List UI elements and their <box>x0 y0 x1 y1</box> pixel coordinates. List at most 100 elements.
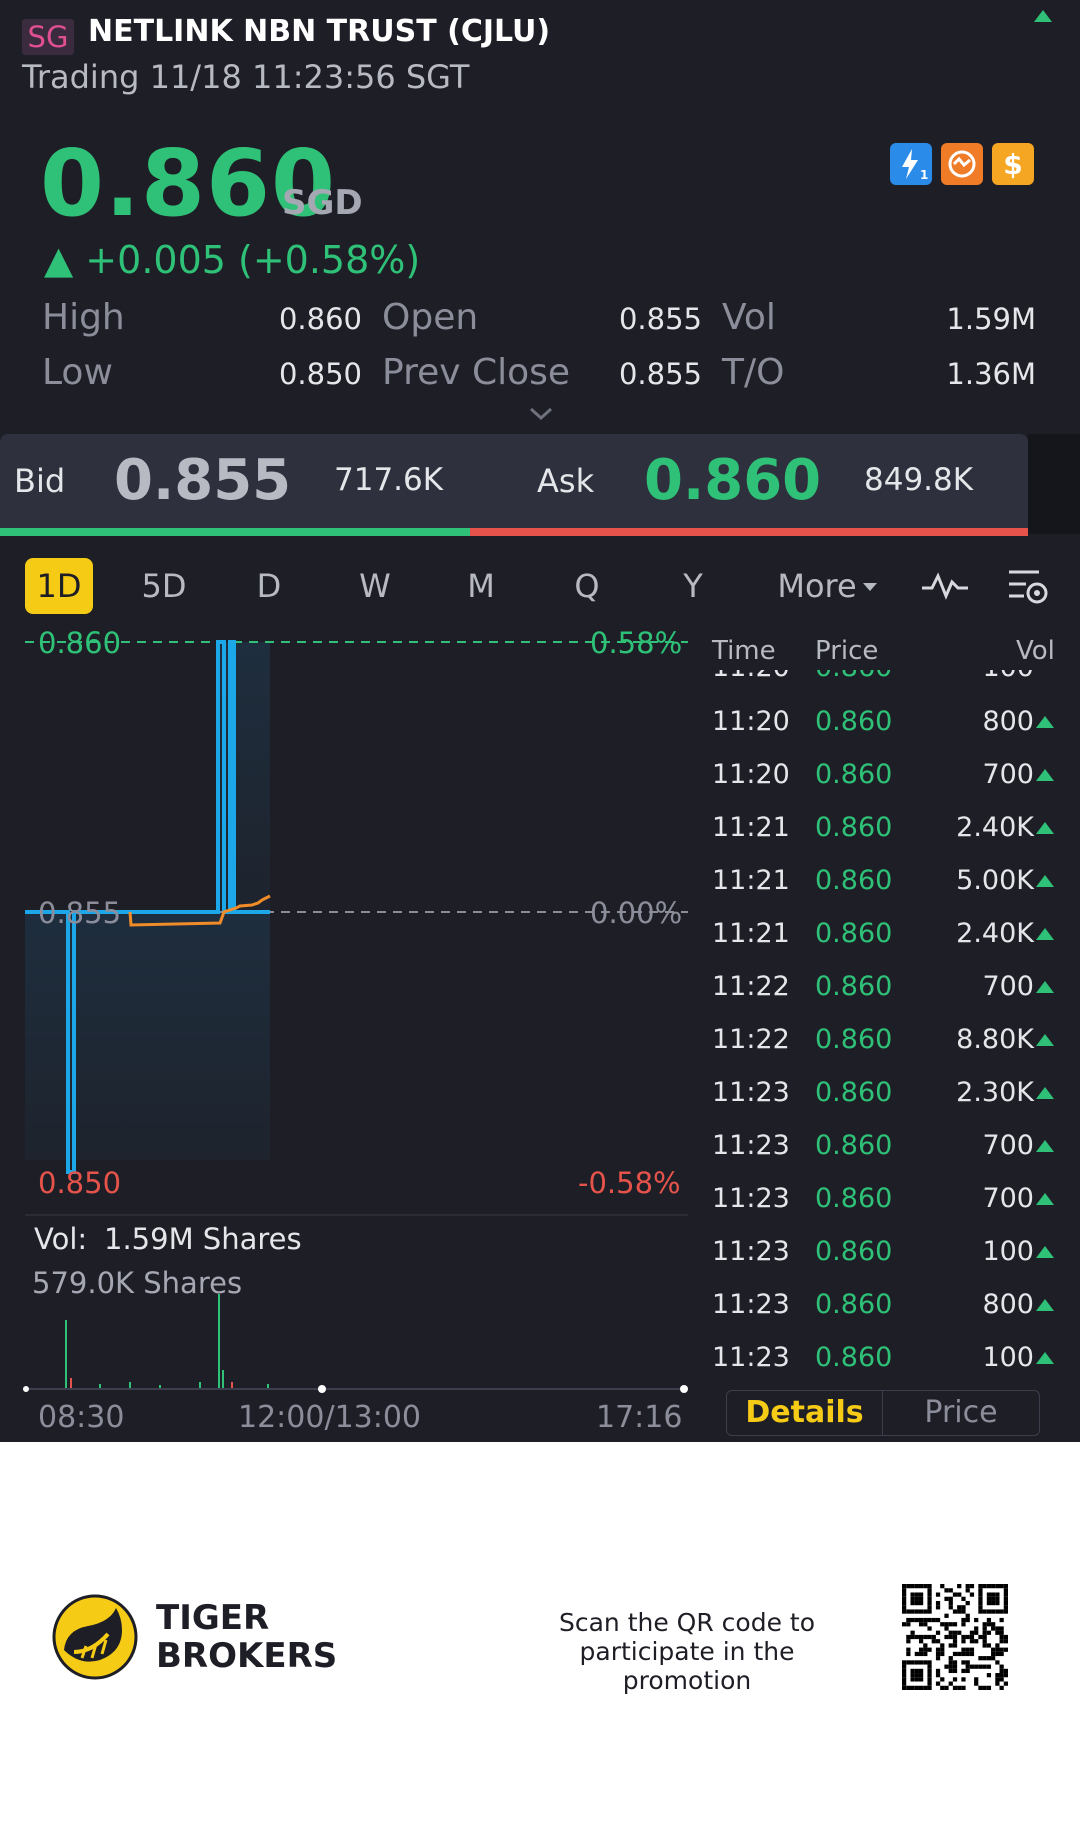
price-line <box>25 640 270 1174</box>
trade-vol: 800 <box>982 1289 1034 1320</box>
trade-price: 0.860 <box>815 759 893 790</box>
trade-row: 11:23 0.860 700 <box>712 1183 1056 1223</box>
dollar-icon[interactable]: $ <box>992 143 1034 185</box>
uptick-arrow-icon <box>1036 1034 1054 1046</box>
trade-row: 11:21 0.860 5.00K <box>712 865 1056 905</box>
uptick-arrow-icon <box>1036 716 1054 728</box>
tab-more[interactable]: More <box>777 567 857 605</box>
trade-time: 11:22 <box>712 971 790 1002</box>
stock-detail-screen: SG NETLINK NBN TRUST (CJLU) Trading 11/1… <box>0 0 1080 1442</box>
axis-dot-end <box>680 1385 688 1393</box>
trade-price: 0.860 <box>815 918 893 949</box>
x-label-open: 08:30 <box>38 1400 125 1435</box>
bid-size: 717.6K <box>334 462 444 498</box>
svg-text:1: 1 <box>920 168 928 182</box>
high-value: 0.860 <box>278 302 362 336</box>
trade-time: 11:20 <box>712 706 790 737</box>
axis-dot-start <box>23 1386 29 1392</box>
details-button[interactable]: Details <box>727 1391 883 1435</box>
vol-label: Vol <box>722 297 776 338</box>
qr-code[interactable] <box>902 1584 1008 1694</box>
low-label: Low <box>42 352 113 393</box>
tab-1d[interactable]: 1D <box>25 558 93 614</box>
high-label: High <box>42 297 125 338</box>
trade-price: 0.860 <box>815 1342 893 1373</box>
bid-price: 0.855 <box>114 448 292 513</box>
trade-time: 11:23 <box>712 1342 790 1373</box>
lightning-l1-icon[interactable]: 1 <box>890 143 932 185</box>
prev-close-label: Prev Close <box>382 352 571 393</box>
uptick-arrow-icon <box>1036 928 1054 940</box>
trade-price: 0.860 <box>815 812 893 843</box>
uptick-arrow-icon <box>1036 1299 1054 1311</box>
trade-time: 11:23 <box>712 1183 790 1214</box>
trade-view-toggle: Details Price <box>726 1390 1040 1436</box>
trade-row: 11:23 0.860 800 <box>712 1289 1056 1329</box>
trade-vol: 5.00K <box>956 865 1034 896</box>
trade-vol: 700 <box>982 1130 1034 1161</box>
y-top-pct: 0.58% <box>590 626 683 660</box>
tab-q[interactable]: Q <box>574 567 600 605</box>
uptick-arrow-icon <box>1034 10 1052 22</box>
trade-vol: 2.40K <box>956 812 1034 843</box>
price-change: ▲ +0.005 (+0.58%) <box>44 238 421 282</box>
currency-label: SGD <box>282 183 363 223</box>
expand-chevron-icon[interactable] <box>528 400 554 428</box>
axis-dot-mid <box>318 1385 326 1393</box>
trade-vol: 2.30K <box>956 1077 1034 1108</box>
trade-price: 0.860 <box>815 670 892 683</box>
ask-price: 0.860 <box>644 448 822 513</box>
trade-row: 11:22 0.860 8.80K <box>712 1024 1056 1064</box>
tab-m[interactable]: M <box>467 567 495 605</box>
price-button[interactable]: Price <box>924 1395 998 1430</box>
stock-name: NETLINK NBN TRUST (CJLU) <box>88 14 551 49</box>
bid-label: Bid <box>14 462 66 500</box>
trade-row: 11:23 0.860 100 <box>712 1236 1056 1276</box>
trade-time: 11:20 <box>712 759 790 790</box>
tab-5d[interactable]: 5D <box>141 567 187 605</box>
indicator-wave-icon[interactable] <box>920 568 970 606</box>
trade-vol: 100 <box>982 1236 1034 1267</box>
turnover-value: 1.36M <box>946 357 1036 391</box>
trade-price: 0.860 <box>815 1130 893 1161</box>
trade-vol: 700 <box>982 1183 1034 1214</box>
trade-row-partial: 11:20 0.860 100 <box>712 670 1056 684</box>
bid-ask-panel <box>0 434 1028 528</box>
trade-row: 11:20 0.860 700 <box>712 759 1056 799</box>
tab-y[interactable]: Y <box>683 567 703 605</box>
vol-bar-value: 579.0K Shares <box>32 1266 243 1300</box>
trade-time: 11:22 <box>712 1024 790 1055</box>
svg-text:$: $ <box>1003 148 1022 181</box>
trade-time: 11:23 <box>712 1236 790 1267</box>
trade-vol: 2.40K <box>956 918 1034 949</box>
more-dropdown-icon[interactable] <box>862 578 878 597</box>
trade-price: 0.860 <box>815 1236 893 1267</box>
uptick-arrow-icon <box>1036 769 1054 781</box>
open-value: 0.855 <box>618 302 702 336</box>
prev-close-value: 0.855 <box>618 357 702 391</box>
trade-vol: 8.80K <box>956 1024 1034 1055</box>
tab-d[interactable]: D <box>256 567 282 605</box>
trade-time: 11:23 <box>712 1289 790 1320</box>
tab-w[interactable]: W <box>359 567 391 605</box>
intraday-chart[interactable] <box>0 620 700 1440</box>
promo-line1: Scan the QR code to <box>558 1608 816 1637</box>
trade-row: 11:20 0.860 800 <box>712 706 1056 746</box>
trade-time: 11:23 <box>712 1077 790 1108</box>
trade-price: 0.860 <box>815 1289 893 1320</box>
tiger-logo <box>52 1594 138 1684</box>
promo-text: Scan the QR code to participate in the p… <box>512 1608 862 1695</box>
trade-row: 11:23 0.860 100 <box>712 1342 1056 1382</box>
trade-vol: 100 <box>982 670 1034 683</box>
chart-settings-icon[interactable] <box>1006 566 1050 610</box>
x-label-lunch: 12:00/13:00 <box>238 1400 422 1435</box>
bid-ratio-bar <box>0 528 470 536</box>
trade-time: 11:21 <box>712 918 790 949</box>
promo-icon[interactable] <box>941 143 983 185</box>
last-price: 0.860 <box>40 130 337 237</box>
y-mid-pct: 0.00% <box>590 896 683 930</box>
promo-line2: participate in the promotion <box>579 1637 795 1695</box>
ask-size: 849.8K <box>864 462 974 498</box>
trade-time: 11:20 <box>712 670 790 683</box>
y-bottom-price: 0.850 <box>38 1166 122 1200</box>
